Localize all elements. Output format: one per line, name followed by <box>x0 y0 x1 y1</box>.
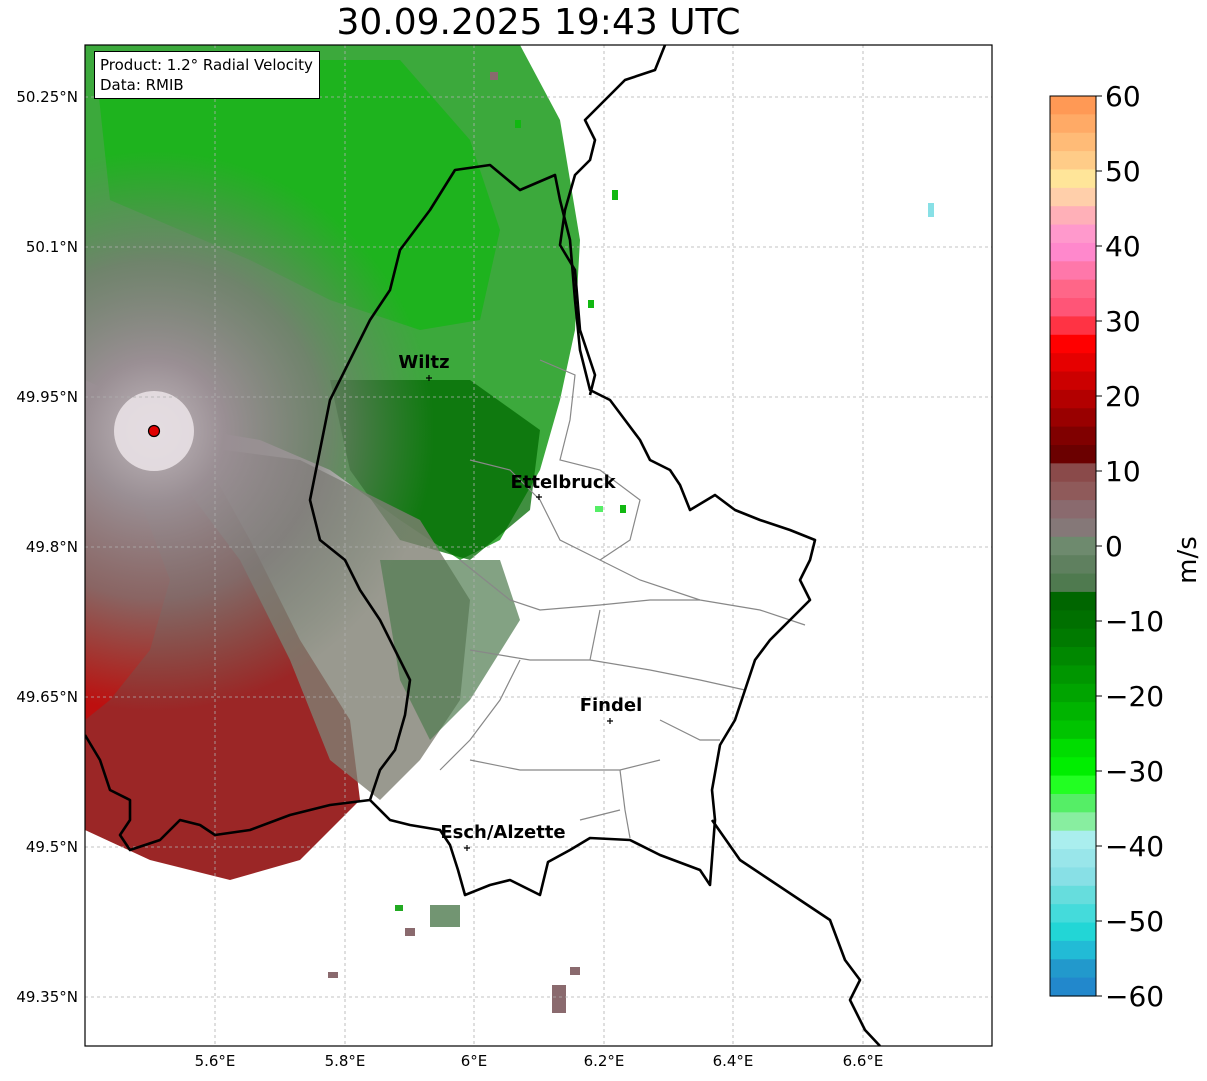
colorbar-segment <box>1050 628 1096 648</box>
colorbar-segment <box>1050 224 1096 244</box>
colorbar-segment <box>1050 316 1096 336</box>
colorbar-segment <box>1050 242 1096 262</box>
colorbar-segment <box>1050 132 1096 152</box>
colorbar-segment <box>1050 536 1096 556</box>
city-label-ettelbruck: Ettelbruck <box>510 472 616 493</box>
y-tick-label: 49.35°N <box>16 988 78 1006</box>
colorbar-segment <box>1050 261 1096 281</box>
x-tick-label: 6.6°E <box>843 1052 884 1070</box>
colorbar-segment <box>1050 702 1096 722</box>
x-axis: 5.6°E 5.8°E 6°E 6.2°E 6.4°E 6.6°E <box>195 1052 884 1070</box>
x-tick-label: 6.2°E <box>584 1052 625 1070</box>
y-axis: 50.25°N 50.1°N 49.95°N 49.8°N 49.65°N 49… <box>16 88 78 1006</box>
colorbar <box>1050 96 1096 997</box>
echo-radar-core <box>85 151 434 711</box>
colorbar-segment <box>1050 922 1096 942</box>
colorbar-unit-label: m/s <box>1173 536 1203 584</box>
colorbar-tick-label: 40 <box>1105 230 1141 263</box>
colorbar-segment <box>1050 977 1096 997</box>
colorbar-segment <box>1050 500 1096 520</box>
colorbar-segment <box>1050 298 1096 318</box>
colorbar-segment <box>1050 408 1096 428</box>
colorbar-segment <box>1050 463 1096 483</box>
city-label-esch: Esch/Alzette <box>440 822 565 843</box>
y-tick-label: 50.1°N <box>26 238 78 256</box>
colorbar-tick-label: −10 <box>1105 605 1164 638</box>
colorbar-segment <box>1050 830 1096 850</box>
colorbar-segment <box>1050 371 1096 391</box>
y-tick-label: 50.25°N <box>16 88 78 106</box>
x-tick-label: 6°E <box>461 1052 488 1070</box>
colorbar-segment <box>1050 206 1096 226</box>
colorbar-segment <box>1050 757 1096 777</box>
city-markers <box>426 375 613 851</box>
product-info-box: Product: 1.2° Radial Velocity Data: RMIB <box>94 51 320 99</box>
colorbar-segment <box>1050 738 1096 758</box>
colorbar-segment <box>1050 885 1096 905</box>
y-tick-label: 49.95°N <box>16 388 78 406</box>
colorbar-segment <box>1050 812 1096 832</box>
colorbar-segment <box>1050 114 1096 134</box>
colorbar-segment <box>1050 555 1096 575</box>
colorbar-tick-label: −40 <box>1105 830 1164 863</box>
data-source-label: Data: RMIB <box>100 76 184 94</box>
colorbar-segment <box>1050 426 1096 446</box>
colorbar-segment <box>1050 481 1096 501</box>
colorbar-tick-label: 10 <box>1105 455 1141 488</box>
x-tick-label: 5.8°E <box>325 1052 366 1070</box>
colorbar-segment <box>1050 683 1096 703</box>
city-label-findel: Findel <box>580 695 643 716</box>
colorbar-segment <box>1050 867 1096 887</box>
colorbar-segment <box>1050 647 1096 666</box>
echo-muted-green <box>380 560 520 740</box>
colorbar-segment <box>1050 518 1096 538</box>
colorbar-segment <box>1050 849 1096 869</box>
colorbar-segment <box>1050 444 1096 464</box>
x-tick-label: 6.4°E <box>713 1052 754 1070</box>
colorbar-segment <box>1050 775 1096 795</box>
colorbar-segment <box>1050 96 1096 115</box>
colorbar-segment <box>1050 959 1096 979</box>
colorbar-segment <box>1050 720 1096 740</box>
city-label-wiltz: Wiltz <box>398 352 449 373</box>
colorbar-tick-label: −20 <box>1105 680 1164 713</box>
radar-site-marker <box>147 424 161 438</box>
map-title: 30.09.2025 19:43 UTC <box>336 2 741 43</box>
colorbar-segment <box>1050 353 1096 373</box>
colorbar-segment <box>1050 279 1096 299</box>
colorbar-segment <box>1050 591 1096 611</box>
colorbar-tick-label: 0 <box>1105 530 1123 563</box>
colorbar-tick-label: 60 <box>1105 80 1141 113</box>
x-tick-label: 5.6°E <box>195 1052 236 1070</box>
colorbar-tick-label: 50 <box>1105 155 1141 188</box>
canton-borders <box>439 359 806 839</box>
colorbar-tick-label: −60 <box>1105 980 1164 1013</box>
y-tick-label: 49.5°N <box>26 838 78 856</box>
colorbar-tick-label: −50 <box>1105 905 1164 938</box>
y-tick-label: 49.8°N <box>26 538 78 556</box>
colorbar-segment <box>1050 389 1096 409</box>
colorbar-tick-label: 20 <box>1105 380 1141 413</box>
colorbar-tick-label: 30 <box>1105 305 1141 338</box>
national-borders <box>85 45 881 1046</box>
colorbar-segment <box>1050 904 1096 924</box>
colorbar-tick-labels: 60 50 40 30 20 10 0 −10 −20 −30 −40 −50 … <box>1105 80 1164 1013</box>
colorbar-segment <box>1050 187 1096 207</box>
radar-echo-layer <box>85 45 934 1013</box>
colorbar-tick-label: −30 <box>1105 755 1164 788</box>
colorbar-segment <box>1050 334 1096 354</box>
colorbar-segment <box>1050 573 1096 593</box>
product-label: Product: 1.2° Radial Velocity <box>100 56 313 74</box>
colorbar-segment <box>1050 793 1096 813</box>
colorbar-segment <box>1050 610 1096 630</box>
y-tick-label: 49.65°N <box>16 688 78 706</box>
echo-scatter <box>328 72 934 1013</box>
plot-frame <box>84 44 993 1047</box>
colorbar-segment <box>1050 940 1096 960</box>
colorbar-segment <box>1050 169 1096 189</box>
colorbar-ticks <box>1096 95 1102 997</box>
colorbar-segment <box>1050 665 1096 685</box>
colorbar-segment <box>1050 151 1096 171</box>
